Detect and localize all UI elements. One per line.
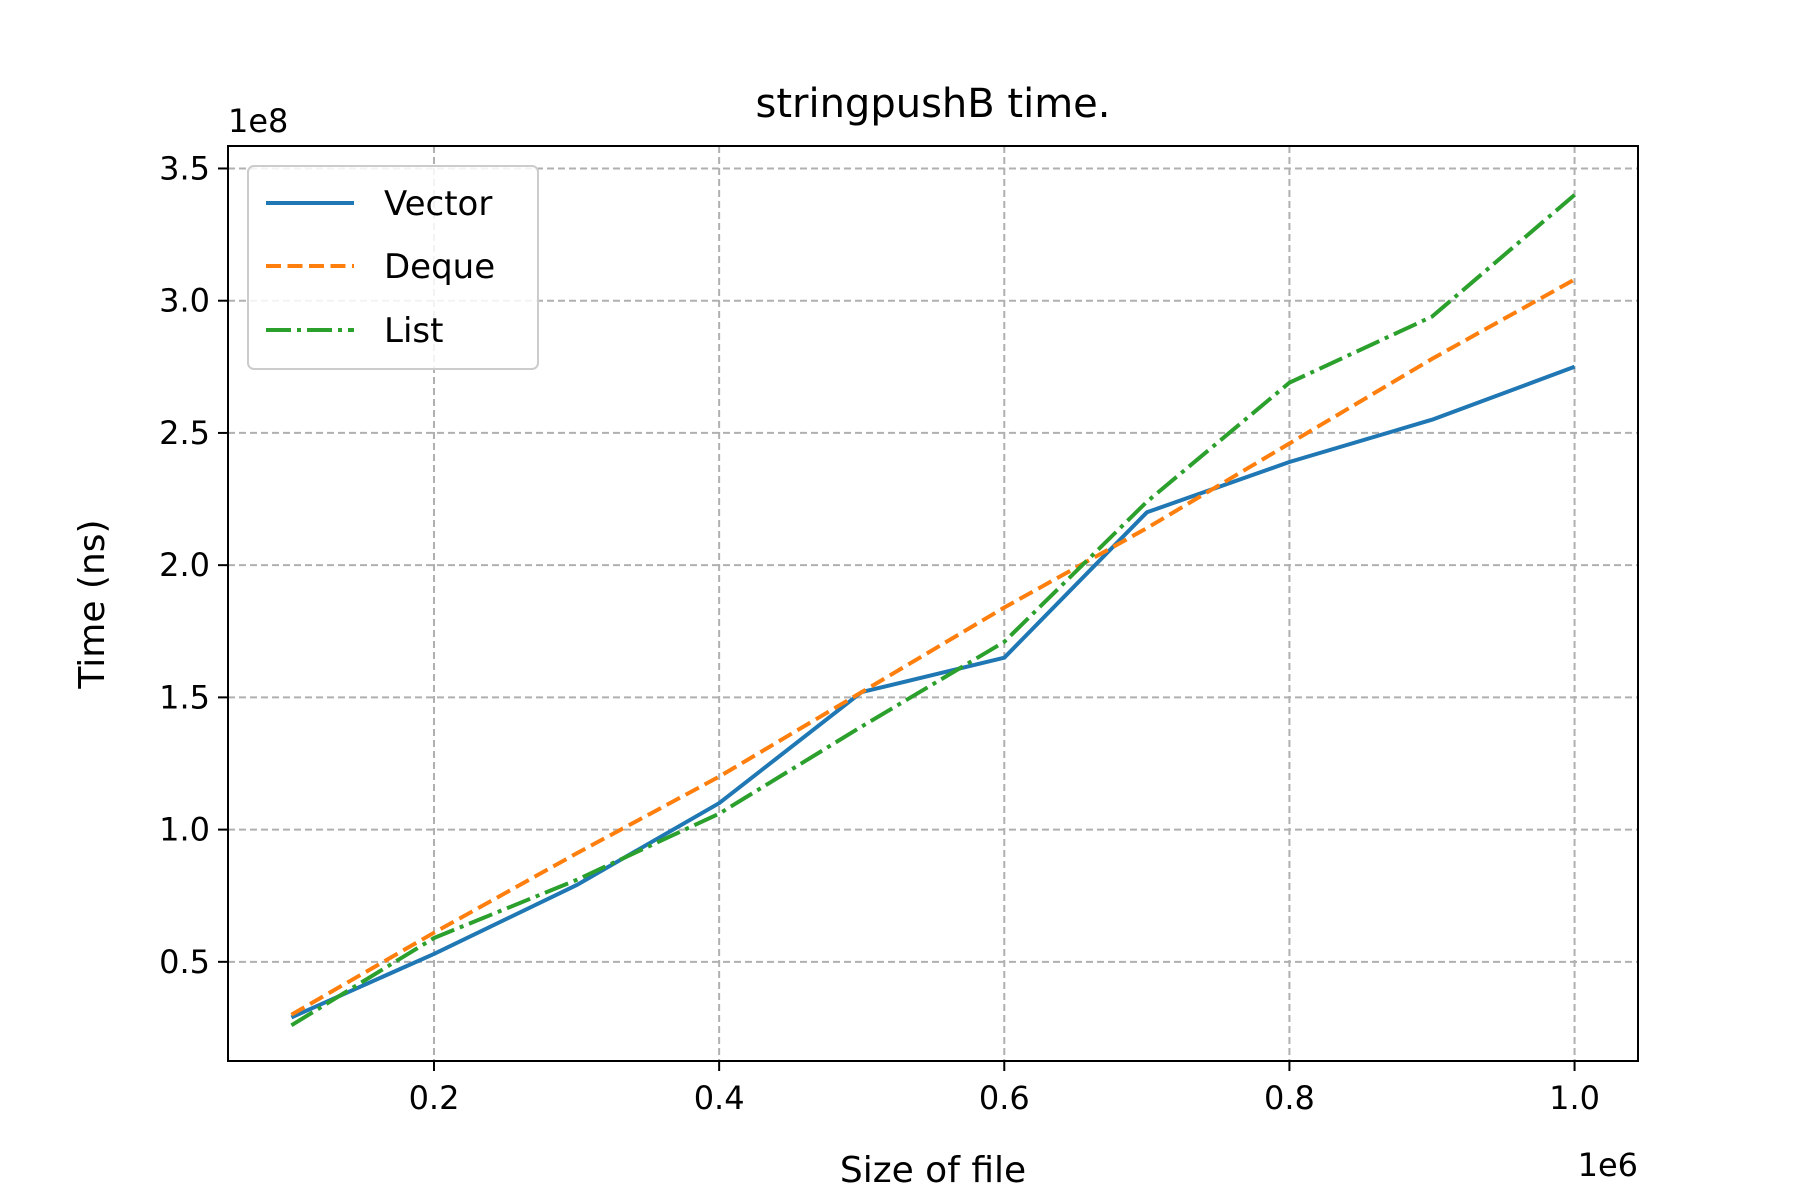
x-axis-label: Size of file xyxy=(840,1150,1026,1191)
y-axis-multiplier: 1e8 xyxy=(228,102,288,140)
y-tick-label: 3.5 xyxy=(159,149,210,187)
y-tick-label: 1.5 xyxy=(159,678,210,716)
series-line-deque xyxy=(290,277,1576,1017)
x-tick-label: 0.6 xyxy=(979,1079,1030,1117)
series-line-list xyxy=(290,193,1576,1028)
legend-label-list: List xyxy=(384,311,443,351)
legend: Vector Deque List xyxy=(247,165,539,370)
x-tick-label: 1.0 xyxy=(1549,1079,1600,1117)
y-tick-label: 3.0 xyxy=(159,282,210,320)
x-tick-label: 0.8 xyxy=(1264,1079,1315,1117)
x-tick-label: 0.4 xyxy=(694,1079,745,1117)
legend-label-deque: Deque xyxy=(384,247,495,287)
x-axis-multiplier: 1e6 xyxy=(1578,1146,1638,1184)
series-line-vector xyxy=(290,364,1576,1020)
y-tick-label: 0.5 xyxy=(159,943,210,981)
legend-label-vector: Vector xyxy=(384,184,492,224)
axis-ticks: 0.2 0.4 0.6 0.8 1.0 0.5 1.0 1.5 2.0 2.5 3.0 3.5 xyxy=(159,149,1600,1117)
series-lines xyxy=(290,193,1576,1028)
x-tick-label: 0.2 xyxy=(409,1079,460,1117)
y-axis-label: Time (ns) xyxy=(72,519,113,689)
plot-frame xyxy=(227,145,1639,1062)
y-tick-label: 2.5 xyxy=(159,414,210,452)
chart-title: stringpushB time. xyxy=(756,81,1111,127)
legend-frame xyxy=(247,165,539,370)
y-tick-label: 2.0 xyxy=(159,546,210,584)
y-tick-label: 1.0 xyxy=(159,811,210,849)
